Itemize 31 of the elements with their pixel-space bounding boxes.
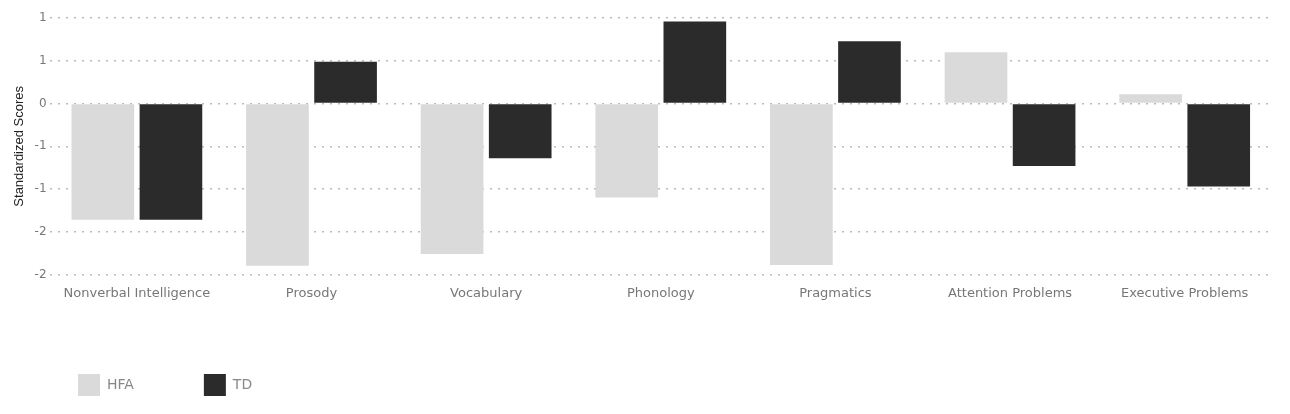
x-tick-label: Phonology: [626, 284, 695, 300]
x-tick-label: Attention Problems: [948, 284, 1073, 300]
x-tick-label: Prosody: [285, 284, 338, 300]
y-tick-label: 1: [38, 10, 47, 25]
y-tick-label: 1: [38, 53, 47, 68]
y-tick-label: -1: [34, 181, 47, 196]
bar: [420, 104, 484, 254]
bar: [770, 104, 833, 266]
bar: [246, 104, 309, 266]
bar: [1187, 104, 1251, 187]
y-tick-label: -2: [34, 266, 47, 281]
bar: [838, 41, 901, 103]
y-tick-label: -2: [34, 223, 47, 238]
bar: [1119, 94, 1182, 103]
legend-label: TD: [231, 375, 253, 392]
bar: [488, 104, 552, 159]
bar: [71, 104, 135, 220]
bar: [139, 104, 203, 220]
bar: [314, 61, 377, 103]
bar: [595, 104, 659, 198]
y-tick-label: -1: [34, 138, 47, 153]
legend-label: HFA: [107, 375, 135, 392]
x-tick-label: Pragmatics: [799, 284, 872, 300]
bar: [1012, 104, 1076, 166]
y-tick-label: 0: [38, 95, 47, 110]
y-axis-title: Standardized Scores: [11, 85, 27, 207]
x-tick-label: Executive Problems: [1121, 284, 1249, 300]
x-tick-label: Nonverbal Intelligence: [63, 284, 211, 300]
bar: [663, 21, 727, 103]
x-tick-label: Vocabulary: [450, 284, 523, 300]
bar: [944, 52, 1008, 103]
